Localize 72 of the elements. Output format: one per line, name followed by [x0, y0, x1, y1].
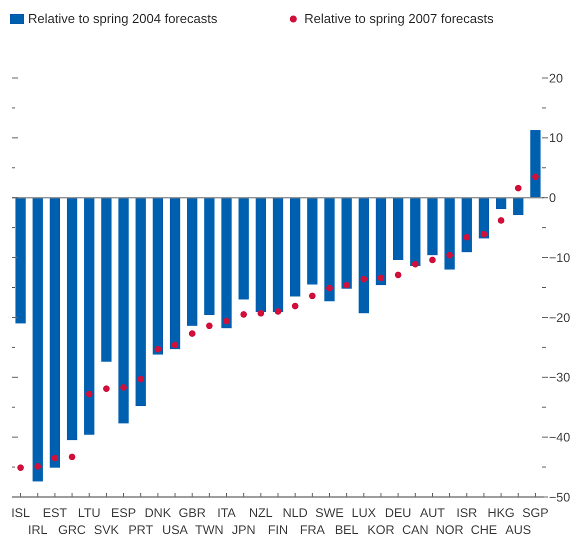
point — [498, 217, 504, 224]
x-tick-label: GBR — [178, 506, 206, 520]
x-tick-label: SGP — [522, 506, 549, 520]
x-tick-label: GRC — [58, 523, 86, 537]
x-tick-label: USA — [162, 523, 189, 537]
x-tick-label: ESP — [111, 506, 136, 520]
y-tick-label: 10 — [549, 131, 563, 146]
point — [17, 464, 24, 471]
point — [188, 330, 196, 337]
y-tick-label: −40 — [549, 430, 570, 445]
point — [412, 260, 419, 268]
y-tick-label: −10 — [549, 250, 570, 265]
point — [240, 311, 247, 318]
y-tick-label: 0 — [549, 191, 556, 206]
x-tick-label: PRT — [128, 523, 154, 537]
x-tick-label: FIN — [268, 523, 288, 537]
x-tick-label: NOR — [436, 523, 464, 537]
x-tick-label: ISR — [456, 506, 478, 520]
point — [68, 454, 76, 460]
x-tick-label: NLD — [282, 506, 308, 520]
point — [172, 342, 178, 348]
point — [326, 284, 333, 292]
x-tick-label: BEL — [334, 523, 358, 537]
x-tick-label: CAN — [402, 523, 428, 537]
point — [137, 376, 144, 382]
point — [120, 384, 127, 391]
x-tick-label: EST — [42, 506, 68, 520]
x-tick-label: HKG — [488, 506, 515, 520]
legend-label: Relative to spring 2007 forecasts — [304, 11, 494, 26]
point — [394, 272, 402, 278]
x-tick-label: KOR — [367, 523, 395, 537]
point — [103, 385, 110, 392]
point — [309, 292, 316, 300]
x-tick-label: SVK — [94, 523, 120, 537]
point — [206, 322, 213, 330]
point — [514, 184, 522, 192]
point — [258, 310, 264, 317]
x-tick-label: NZL — [249, 506, 273, 520]
point — [378, 274, 384, 282]
point — [52, 454, 58, 462]
x-tick-label: LTU — [78, 506, 101, 520]
point — [343, 282, 350, 288]
x-tick-label: JPN — [232, 523, 256, 537]
y-tick-label: −30 — [549, 370, 570, 385]
legend-label: Relative to spring 2004 forecasts — [28, 11, 218, 26]
x-tick-label: IRL — [28, 523, 48, 537]
x-tick-label: AUT — [420, 506, 446, 520]
point — [463, 234, 470, 241]
x-tick-label: DNK — [144, 506, 172, 520]
point — [446, 252, 453, 258]
point — [429, 256, 436, 264]
point — [292, 302, 298, 310]
y-tick-label: −50 — [549, 490, 570, 504]
point — [223, 318, 230, 324]
point — [86, 390, 93, 398]
y-tick-label: 20 — [549, 71, 563, 86]
point — [532, 173, 539, 180]
point — [154, 346, 162, 352]
x-tick-label: ITA — [217, 506, 236, 520]
x-tick-label: DEU — [384, 506, 412, 520]
point — [360, 276, 368, 282]
x-tick-label: FRA — [300, 523, 326, 537]
point — [480, 230, 488, 238]
x-tick-label: ISL — [11, 506, 30, 520]
x-tick-label: LUX — [352, 506, 377, 520]
x-tick-label: AUS — [505, 523, 532, 537]
y-tick-label: −20 — [549, 310, 570, 325]
x-tick-label: SWE — [315, 506, 344, 520]
x-tick-label: TWN — [195, 523, 224, 537]
point — [34, 463, 42, 470]
point — [274, 308, 282, 315]
x-tick-label: CHE — [470, 523, 498, 537]
